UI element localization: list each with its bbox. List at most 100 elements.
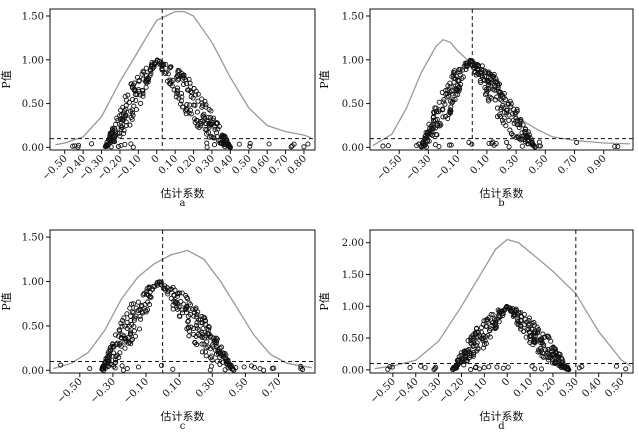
scatter-point: [163, 69, 169, 75]
scatter-point: [187, 88, 194, 95]
scatter-point: [143, 65, 149, 71]
scatter-point: [154, 281, 160, 287]
scatter-point: [119, 317, 125, 324]
scatter-point: [137, 313, 143, 320]
y-tick-label: 0.00: [22, 366, 44, 377]
scatter-point: [486, 328, 493, 334]
scatter-point: [123, 338, 129, 344]
scatter-point: [493, 319, 499, 325]
scatter-point: [498, 107, 504, 113]
scatter-point: [89, 141, 95, 147]
scatter-point: [122, 345, 128, 351]
scatter-point: [205, 344, 211, 350]
chart-panel-d: 0.000.501.001.502.00−0.50−0.40−0.30−0.20…: [318, 229, 634, 432]
scatter-point: [225, 357, 231, 363]
scatter-point: [188, 324, 194, 330]
x-tick-label: 0.50: [227, 376, 251, 400]
scatter-point: [118, 123, 124, 129]
scatter-point: [130, 301, 136, 307]
scatter-point: [116, 342, 122, 348]
scatter-point: [407, 365, 413, 371]
scatter-point: [559, 356, 565, 362]
scatter-point: [531, 336, 537, 342]
scatter-point: [221, 139, 227, 145]
scatter-point: [218, 344, 224, 350]
scatter-point: [127, 122, 133, 128]
scatter-point: [520, 122, 526, 128]
scatter-point: [175, 291, 181, 297]
scatter-point: [266, 141, 272, 147]
scatter-point: [471, 335, 477, 341]
scatter-point: [207, 334, 213, 340]
x-tick-label: 0.10: [512, 376, 536, 400]
scatter-point: [247, 143, 253, 149]
scatter-point: [470, 343, 476, 350]
scatter-point: [208, 133, 214, 140]
scatter-point: [507, 127, 513, 133]
scatter-point: [222, 144, 228, 150]
scatter-point: [422, 136, 428, 142]
x-tick-label: 0.20: [535, 376, 559, 400]
scatter-point: [500, 310, 506, 316]
scatter-point: [497, 96, 503, 102]
scatter-point: [486, 364, 492, 370]
x-tick-label: 0.70: [556, 153, 580, 177]
scatter-point: [463, 63, 469, 69]
scatter-point: [446, 93, 452, 99]
scatter-point: [446, 142, 452, 148]
y-tick-label: 0.50: [342, 334, 364, 345]
y-tick-label: 0.50: [22, 321, 44, 332]
scatter-point: [453, 365, 459, 371]
scatter-point: [481, 342, 487, 348]
scatter-point: [171, 298, 177, 304]
scatter-point: [194, 118, 200, 124]
scatter-point: [519, 314, 525, 320]
scatter-point: [109, 126, 116, 132]
scatter-point: [206, 324, 212, 330]
scatter-point: [523, 334, 529, 340]
scatter-point: [191, 313, 197, 319]
scatter-point: [219, 140, 225, 146]
scatter-point: [183, 292, 189, 299]
scatter-point: [513, 306, 519, 312]
scatter-point: [453, 86, 459, 92]
scatter-point: [228, 362, 234, 368]
scatter-point: [441, 97, 447, 103]
scatter-point: [508, 101, 514, 107]
scatter-point: [547, 355, 553, 361]
scatter-point: [517, 118, 523, 124]
scatter-point: [426, 138, 432, 144]
scatter-point: [514, 108, 520, 114]
scatter-point: [126, 99, 132, 105]
scatter-point: [497, 90, 503, 96]
scatter-point: [385, 143, 391, 149]
scatter-point: [120, 367, 126, 373]
scatter-point: [129, 96, 136, 103]
y-tick-label: 0.50: [22, 99, 44, 110]
scatter-point: [129, 116, 135, 122]
scatter-point: [504, 139, 510, 145]
scatter-point: [222, 367, 228, 373]
y-axis-title: P值: [318, 292, 331, 310]
scatter-point: [194, 109, 200, 115]
y-tick-label: 1.00: [22, 55, 44, 66]
scatter-point: [168, 295, 174, 301]
scatter-point: [612, 143, 618, 150]
scatter-point: [479, 336, 485, 342]
x-tick-label: 0.90: [585, 153, 609, 177]
scatter-point: [199, 341, 205, 347]
scatter-point: [175, 69, 181, 75]
scatter-point: [176, 95, 182, 101]
scatter-point: [464, 358, 470, 364]
scatter-point: [127, 305, 133, 311]
scatter-point: [107, 344, 113, 351]
scatter-point: [470, 338, 476, 344]
scatter-point: [101, 364, 107, 371]
scatter-point: [204, 140, 210, 146]
scatter-point: [623, 366, 629, 372]
x-tick-label: 0.70: [260, 376, 284, 400]
scatter-point: [220, 359, 226, 365]
scatter-point: [613, 363, 620, 369]
scatter-point: [103, 142, 109, 149]
